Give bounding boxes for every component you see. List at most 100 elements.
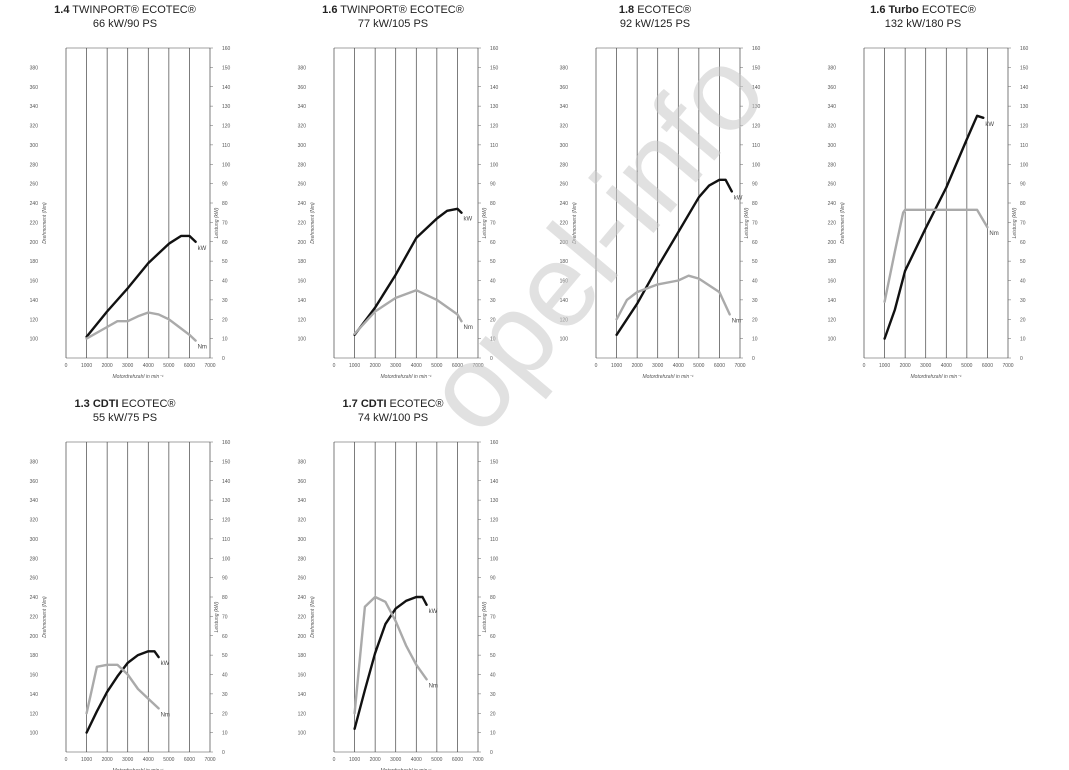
y-axis-label: Drehmoment (Nm) [42,596,48,638]
y-tick-label: 120 [30,711,39,717]
chart-title-rest: TWINPORT® ECOTEC® [69,4,196,16]
y2-tick-label: 50 [490,653,496,659]
series-line-nm [85,663,160,715]
y2-tick-label: 0 [490,356,493,362]
y-tick-label: 240 [30,595,39,601]
y2-tick-label: 140 [490,85,499,91]
y2-tick-label: 150 [490,65,499,71]
x-tick-label: 6000 [714,363,725,369]
series-label-nm: Nm [464,325,473,331]
y2-tick-label: 90 [490,182,496,188]
chart-svg: 0 1000 2000 3000 4000 5000 6000 700010012014016… [298,440,499,770]
y-tick-label: 320 [298,518,307,524]
x-tick-label: 2000 [632,363,643,369]
y2-tick-label: 120 [222,518,231,524]
series-line-kw [85,234,197,338]
y-tick-label: 380 [30,65,39,71]
y-tick-label: 220 [298,614,307,620]
y2-tick-label: 30 [490,692,496,698]
y2-tick-label: 160 [1020,46,1029,52]
y2-axis-label: Leistung (kW) [1012,207,1018,238]
chart-title-rest: TWINPORT® ECOTEC® [337,4,464,16]
y2-tick-label: 120 [490,124,499,130]
y-tick-label: 120 [560,317,569,323]
y-axis-label: Drehmoment (Nm) [42,202,48,244]
y-tick-label: 280 [298,556,307,562]
y-tick-label: 240 [298,201,307,207]
y2-tick-label: 140 [752,85,761,91]
series-label-nm: Nm [429,683,438,689]
y2-tick-label: 90 [222,182,228,188]
y-tick-label: 200 [560,240,569,246]
y-tick-label: 200 [298,634,307,640]
y2-tick-label: 30 [222,692,228,698]
y2-tick-label: 140 [222,479,231,485]
y-tick-label: 120 [298,317,307,323]
chart-title-bold: 1.6 [322,4,338,16]
y2-tick-label: 100 [1020,162,1029,168]
x-tick-label: 5000 [163,757,174,763]
y2-tick-label: 150 [222,65,231,71]
chart-subtitle: 132 kW/180 PS [884,18,962,30]
y2-tick-label: 160 [752,46,761,52]
series-line-nm [615,274,731,321]
y2-tick-label: 90 [222,576,228,582]
x-tick-label: 3000 [652,363,663,369]
y-axis-label: Drehmoment (Nm) [310,596,316,638]
y2-tick-label: 100 [490,556,499,562]
y-tick-label: 160 [298,673,307,679]
y2-tick-label: 30 [1020,298,1026,304]
y2-tick-label: 100 [490,162,499,168]
x-tick-label: 4000 [411,757,422,763]
chart-title-rest: ECOTEC® [386,398,444,410]
x-tick-label: 4000 [941,363,952,369]
series-label-kw: kW [734,195,743,201]
y-tick-label: 260 [298,576,307,582]
x-tick-label: 7000 [472,363,483,369]
y2-tick-label: 130 [1020,104,1029,110]
y2-tick-label: 40 [222,673,228,679]
series-line-nm [353,289,463,335]
y-tick-label: 100 [298,731,307,737]
y-axis-label: Drehmoment (Nm) [310,202,316,244]
y2-axis-label: Leistung (kW) [482,207,488,238]
chart-panel-1: 1.4 TWINPORT® ECOTEC® 66 kW/90 PS 0 1000 200… [0,4,250,380]
x-axis-label: Motordrehzahl in min⁻¹ [643,374,694,380]
y2-tick-label: 160 [222,46,231,52]
series-label-kw: kW [464,217,473,223]
x-tick-label: 2000 [102,757,113,763]
chart-title-bold: 1.8 [618,4,635,16]
series-line-kw [353,207,463,336]
series-label-nm: Nm [732,318,741,324]
y-axis-label: Drehmoment (Nm) [572,202,578,244]
chart-subtitle: 74 kW/100 PS [357,412,429,424]
chart-subtitle: 66 kW/90 PS [92,18,158,30]
y-tick-label: 380 [298,65,307,71]
y2-tick-label: 20 [1020,317,1026,323]
x-tick-label: 4000 [143,363,154,369]
y2-tick-label: 80 [222,201,228,207]
y-tick-label: 380 [828,65,837,71]
y2-tick-label: 40 [222,279,228,285]
y2-tick-label: 140 [490,479,499,485]
chart-title: 1.6 Turbo ECOTEC® [798,4,1048,17]
x-tick-label: 7000 [1002,363,1013,369]
y2-axis-label: Leistung (kW) [744,207,750,238]
x-tick-label: 3000 [390,757,401,763]
y-tick-label: 260 [30,182,39,188]
y-tick-label: 140 [30,692,39,698]
x-tick-label: 3000 [920,363,931,369]
y-tick-label: 280 [828,162,837,168]
y-tick-label: 240 [560,201,569,207]
y-tick-label: 280 [30,162,39,168]
y-tick-label: 180 [298,259,307,265]
y2-tick-label: 50 [752,259,758,265]
series-label-nm: Nm [198,345,207,351]
y2-tick-label: 60 [752,240,758,246]
y2-tick-label: 150 [1020,65,1029,71]
y2-axis-label: Leistung (kW) [214,601,220,632]
y2-tick-label: 50 [222,259,228,265]
x-tick-label: 3000 [122,757,133,763]
series-line-kw [85,650,160,734]
y-tick-label: 360 [828,85,837,91]
